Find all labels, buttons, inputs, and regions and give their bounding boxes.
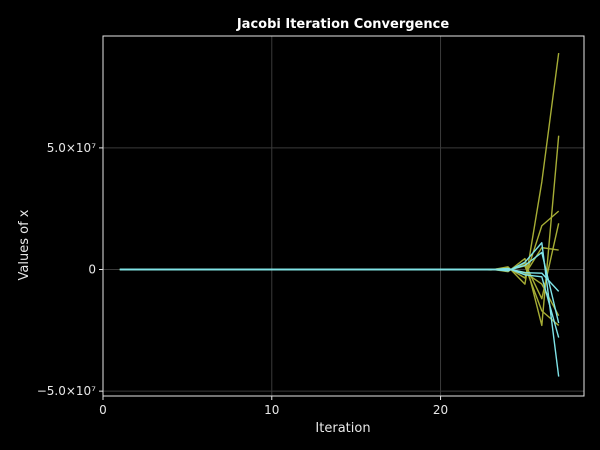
chart-title: Jacobi Iteration Convergence (236, 17, 449, 32)
x-tick-label: 10 (264, 403, 279, 417)
x-tick-label: 20 (433, 403, 448, 417)
y-tick-label: 0 (88, 263, 96, 277)
y-axis-label: Values of x (17, 209, 32, 280)
y-tick-label: −5.0×10⁷ (37, 384, 96, 398)
x-tick-label: 0 (99, 403, 107, 417)
series-layer (119, 52, 560, 377)
y-tick-label: 5.0×10⁷ (47, 141, 96, 155)
x-axis-label: Iteration (315, 421, 370, 436)
series-line-11 (119, 268, 560, 292)
plot-frame (102, 35, 585, 397)
